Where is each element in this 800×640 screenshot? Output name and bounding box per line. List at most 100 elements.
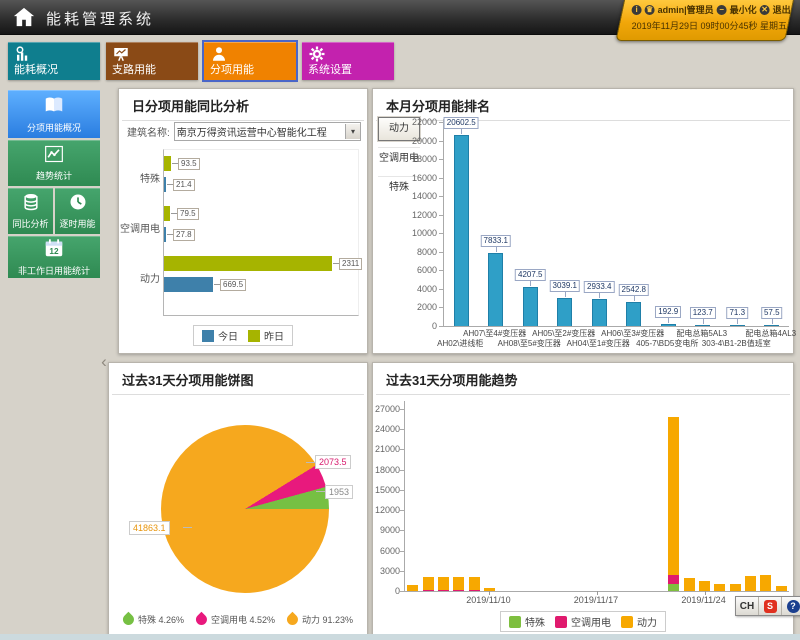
window-bottom-edge: [0, 634, 800, 640]
y-tick-label: 10000: [411, 228, 437, 239]
legend-label: 动力: [637, 618, 657, 629]
collapse-panel-arrow[interactable]: ‹: [101, 352, 107, 371]
category-label: 动力: [140, 274, 160, 285]
ranking-y-axis: 0 2000 4000 6000 8000 10000 12000 14000 16000 180…: [399, 117, 439, 331]
tab-energy-overview[interactable]: 能耗概况: [8, 42, 100, 80]
y-tick-mark: [400, 530, 404, 532]
bar-chart-icon: [14, 45, 32, 63]
sidebar-item-hourly-energy-label: 逐时用能: [59, 219, 96, 229]
y-tick-mark: [400, 489, 404, 491]
y-tick-label: 9000: [379, 525, 400, 536]
value-label: 71.3: [726, 307, 749, 319]
x-category-label: AH04\至1#变压器: [566, 339, 630, 348]
ranking-filter-空调用电[interactable]: 空调用电: [378, 147, 420, 170]
help-icon: ?: [786, 599, 800, 613]
x-category-label: 303-4\B1-2B值班室: [701, 339, 771, 348]
pie-value-label: 1953: [325, 485, 354, 499]
bar-昨日: [164, 206, 170, 221]
legend-item-昨日[interactable]: 昨日: [248, 328, 284, 343]
pie-legend-item-空调用电[interactable]: 空调用电 4.52%: [193, 611, 276, 628]
tab-branch-energy-label: 支路用能: [112, 64, 156, 76]
minimize-icon[interactable]: −: [716, 4, 727, 15]
trend-bar-动力: [775, 586, 787, 591]
x-category-label: AH08\至5#变压器: [497, 339, 561, 348]
value-label: 2542.8: [618, 284, 649, 296]
legend-item-今日[interactable]: 今日: [202, 328, 238, 343]
label-connector: [530, 281, 532, 286]
pie-legend-item-动力[interactable]: 动力 91.23%: [284, 611, 353, 628]
panel-31day-trend: 过去31天分项用能趋势 0 3000 6000 9000 12000 15000 18000…: [372, 362, 794, 640]
y-tick-mark: [400, 591, 404, 592]
chevron-down-icon[interactable]: ▾: [345, 124, 360, 139]
y-tick-label: 6000: [416, 265, 437, 276]
y-tick-label: 12000: [374, 505, 400, 516]
trend-bar-动力: [760, 575, 772, 591]
label-connector: [167, 184, 173, 185]
label-connector: [599, 293, 601, 298]
rank-bar: [591, 299, 607, 326]
y-tick-label: 0: [431, 321, 437, 331]
trend-legend-item-特殊[interactable]: 特殊: [509, 614, 545, 629]
info-icon[interactable]: i: [631, 4, 642, 15]
pie-legend-label: 空调用电 4.52%: [210, 615, 276, 625]
sidebar-item-subitem-overview[interactable]: 分项用能概况: [8, 90, 100, 138]
app-title: 能耗管理系统: [46, 11, 155, 28]
sidebar-item-hourly-energy[interactable]: 逐时用能: [55, 188, 100, 234]
datetime-text: 2019年11月29日 09时00分45秒 星期五: [631, 21, 788, 31]
value-label: 7833.1: [480, 235, 511, 247]
y-tick-mark: [439, 288, 443, 290]
sogou-icon: S: [763, 599, 777, 613]
ime-help-button[interactable]: ?: [782, 597, 800, 615]
trend-bar-空调用电: [668, 575, 680, 584]
panel-title-daily-comparison: 日分项用能同比分析: [122, 89, 364, 121]
label-connector: [333, 263, 339, 264]
minimize-button[interactable]: 最小化: [729, 5, 757, 15]
tab-branch-energy[interactable]: 支路用能: [106, 42, 198, 80]
home-icon[interactable]: [12, 6, 36, 28]
gear-icon: [308, 45, 326, 63]
trend-bar-动力: [437, 577, 449, 590]
label-connector: [172, 163, 178, 164]
rank-bar: [453, 135, 469, 326]
y-tick-mark: [400, 449, 404, 451]
tab-system-settings[interactable]: 系统设置: [302, 42, 394, 80]
ranking-filter-动力[interactable]: 动力: [378, 117, 420, 141]
pie-legend-item-特殊[interactable]: 特殊 4.26%: [120, 611, 184, 628]
legend-swatch: [509, 615, 521, 628]
tab-energy-overview-label: 能耗概况: [14, 64, 58, 76]
legend-label: 空调用电: [571, 618, 611, 629]
x-category-label: 配电总箱4AL3: [745, 329, 797, 338]
ranking-filter-特殊[interactable]: 特殊: [378, 176, 420, 199]
close-icon[interactable]: ✕: [759, 4, 770, 15]
y-tick-mark: [439, 307, 443, 309]
value-label: 123.7: [689, 307, 716, 319]
ime-sogou-button[interactable]: S: [759, 597, 782, 615]
label-connector: [167, 234, 173, 235]
sidebar-item-trend-stats[interactable]: 趋势统计: [8, 140, 100, 186]
rank-bar: [557, 298, 573, 326]
trend-legend-item-空调用电[interactable]: 空调用电: [555, 614, 611, 629]
rank-bar: [488, 253, 504, 326]
trend-bar-动力: [407, 585, 419, 591]
sidebar: 分项用能概况 趋势统计 同比分析 逐时用能 12 非工作日用能统计: [8, 90, 100, 278]
x-category-label: AH06\至3#变压器: [601, 329, 665, 338]
sidebar-item-yoy-analysis[interactable]: 同比分析: [8, 188, 53, 234]
x-category-label: AH07\至4#变压器: [463, 329, 527, 338]
bar-昨日: [164, 156, 171, 171]
user-badge: i ♛ admin|管理员 − 最小化 ✕ 退出 2019年11月29日 09时…: [615, 0, 794, 41]
sidebar-item-nonworkday-stats[interactable]: 12 非工作日用能统计: [8, 236, 100, 278]
y-tick-label: 14000: [411, 191, 437, 202]
y-tick-mark: [439, 233, 443, 235]
trend-bar-动力: [453, 577, 465, 590]
ime-language-button[interactable]: CH: [736, 597, 759, 615]
category-label: 空调用电: [120, 224, 160, 235]
logout-button[interactable]: 退出: [772, 5, 791, 15]
building-select-value: 南京万得资讯运营中心智能化工程: [176, 128, 327, 139]
label-connector: [564, 292, 566, 297]
tab-subitem-energy[interactable]: 分项用能: [202, 40, 298, 82]
building-select[interactable]: 南京万得资讯运营中心智能化工程 ▾: [173, 122, 361, 141]
y-tick-label: 18000: [411, 154, 437, 165]
trend-legend-item-动力[interactable]: 动力: [621, 614, 657, 629]
value-label: 21.4: [173, 179, 195, 191]
